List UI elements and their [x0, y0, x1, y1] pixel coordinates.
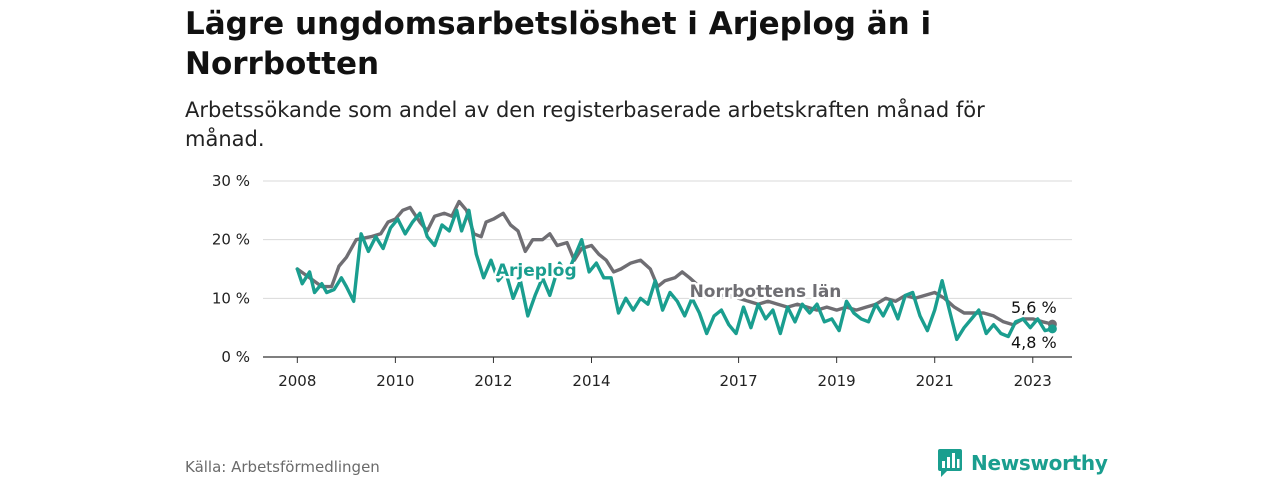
x-tick-label: 2019 — [818, 372, 856, 390]
series-layer — [295, 199, 1057, 342]
x-tick-label: 2017 — [720, 372, 758, 390]
axis-layer: 0 % 10 % 20 % 30 % 2008 2010 2012 2014 2017 2019 2… — [212, 172, 1052, 390]
brand-name: Newsworthy — [971, 451, 1108, 475]
label-layer: Norrbottens län Arjeplog 5,6 % 4,8 % — [493, 259, 1058, 355]
y-tick-label: 0 % — [221, 348, 250, 366]
x-tick-label: 2021 — [916, 372, 954, 390]
series-line-arjeplog — [295, 208, 1055, 342]
brand-logo: Newsworthy — [937, 448, 1108, 478]
series-label-arjeplog: Arjeplog — [496, 261, 577, 281]
chart-subtitle: Arbetssökande som andel av den registerb… — [185, 98, 985, 151]
y-tick-label: 10 % — [212, 289, 250, 307]
x-tick-label: 2008 — [278, 372, 316, 390]
y-tick-label: 20 % — [212, 231, 250, 249]
chart-title: Lägre ungdomsarbetslöshet i Arjeplog än … — [185, 6, 932, 82]
series-line-norrbottens-län — [295, 199, 1055, 327]
x-tick-label: 2023 — [1014, 372, 1052, 390]
y-tick-label: 30 % — [212, 172, 250, 190]
line-chart: 0 % 10 % 20 % 30 % 2008 2010 2012 2014 2017 2019 2… — [212, 172, 1072, 390]
x-tick-label: 2014 — [572, 372, 610, 390]
grid-layer — [263, 180, 1072, 358]
source-note: Källa: Arbetsförmedlingen — [185, 458, 380, 476]
series-end-point — [1047, 324, 1057, 334]
newsworthy-logo-icon — [938, 449, 962, 477]
end-value-label-norrbottens-lan: 5,6 % — [1011, 298, 1057, 317]
x-tick-label: 2010 — [376, 372, 414, 390]
end-value-label-arjeplog: 4,8 % — [1011, 333, 1057, 352]
series-label-norrbottens-lan: Norrbottens län — [690, 282, 842, 302]
x-tick-label: 2012 — [474, 372, 512, 390]
